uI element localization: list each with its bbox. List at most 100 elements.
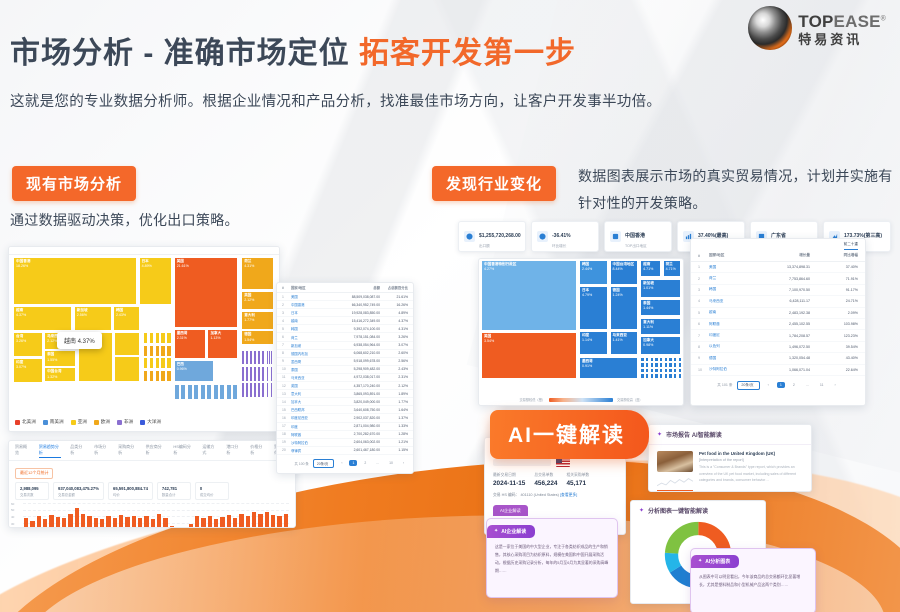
hs-more-link[interactable]: [查看更多] [559, 493, 578, 497]
page-10[interactable]: 10 [389, 461, 393, 466]
treemap-cell[interactable] [173, 383, 180, 401]
table-row[interactable]: 5 韩国 9,392,074,100.00 4.31% [277, 325, 413, 334]
treemap-chart-blue[interactable]: 中国香港特别行政区 4.27% 美国 3.54% 韩国 2.44% 中国台湾地区 8.44% 日… [479, 259, 683, 381]
trend-tab-贸易概览[interactable]: 贸易概览 [15, 444, 27, 455]
treemap-cell-美国[interactable]: 美国 3.54% [481, 332, 577, 379]
treemap-cell[interactable] [142, 344, 149, 357]
treemap-cell-印度[interactable]: 印度 3.07% [13, 357, 43, 384]
cell-country[interactable]: 新加坡 [291, 343, 302, 348]
treemap-cell-泰国[interactable]: 泰国 1.55% [44, 350, 77, 367]
cell-country[interactable]: 印度 [291, 424, 298, 429]
treemap-cell[interactable] [668, 373, 673, 379]
ranking-tab-bar[interactable]: 前二十重 [691, 239, 865, 250]
treemap-cell[interactable] [658, 362, 664, 368]
page-1[interactable]: 1 [349, 460, 358, 467]
bar[interactable] [87, 515, 92, 527]
treemap-cell-印度[interactable]: 印度 1.14% [578, 330, 608, 356]
bar[interactable] [169, 525, 174, 527]
treemap-cell[interactable] [241, 382, 246, 398]
bar[interactable] [264, 511, 269, 527]
bar[interactable] [49, 515, 54, 527]
table-row[interactable]: 16 印度尼西亚 2,902,037,820.00 1.37% [277, 414, 413, 423]
ranking-row[interactable]: 5 越南 2,483,192.38 2.09% [691, 308, 865, 319]
cell-country[interactable]: 马来西亚 [291, 375, 305, 380]
trend-tab-采购商分析[interactable]: 采购商分析 [118, 444, 135, 455]
treemap-cell[interactable] [673, 362, 678, 368]
treemap-cell[interactable] [180, 383, 187, 401]
cell-country[interactable]: 英国 [291, 384, 298, 389]
cell-country[interactable]: 日本 [291, 311, 298, 316]
treemap-cell[interactable] [148, 357, 155, 370]
page-next[interactable]: › [402, 461, 404, 466]
treemap-cell[interactable] [114, 356, 140, 383]
treemap-panel-left[interactable]: 中国香港 18.26% 日本 4.89% 越南 4.37% 新加坡 2.56% 韩国 2.43% 台… [8, 246, 280, 432]
treemap-cell[interactable] [154, 369, 161, 382]
treemap-cell[interactable] [225, 383, 232, 401]
treemap-cell[interactable] [658, 356, 664, 362]
treemap-cell[interactable] [241, 349, 246, 366]
bar[interactable] [55, 517, 60, 527]
treemap-cell[interactable] [166, 344, 173, 357]
rank-page-next[interactable]: › [834, 383, 836, 388]
donut-slice-类别D[interactable] [664, 521, 732, 589]
ranking-row[interactable]: 3 韩国 7,100,970.50 91.17% [691, 285, 865, 297]
treemap-cell[interactable] [269, 366, 274, 382]
bar[interactable] [100, 519, 105, 527]
treemap-cell[interactable] [649, 367, 655, 374]
treemap-cell[interactable] [154, 344, 161, 357]
treemap-cell[interactable] [249, 382, 254, 398]
treemap-cell[interactable] [265, 382, 270, 398]
treemap-cell-荷兰[interactable]: 荷兰 4.71% [662, 260, 681, 278]
treemap-cell[interactable] [269, 382, 274, 398]
treemap-cell[interactable] [212, 383, 219, 401]
cell-country[interactable]: 中国香港 [291, 303, 305, 308]
bar[interactable] [214, 519, 219, 527]
treemap-cell[interactable] [265, 366, 270, 382]
treemap-cell[interactable] [640, 373, 645, 379]
bar[interactable] [252, 512, 257, 527]
bar[interactable] [195, 516, 200, 527]
treemap-legend-item-大洋洲[interactable]: 大洋洲 [140, 419, 161, 425]
bar[interactable] [112, 518, 117, 527]
ranking-row[interactable]: 10 沙特阿拉伯 1,066,071.04 22.64% [691, 365, 865, 376]
treemap-cell[interactable] [142, 331, 149, 345]
bar[interactable] [30, 521, 35, 527]
cell-country[interactable]: 巴西联邦 [291, 408, 305, 413]
treemap-cell-巴西[interactable]: 巴西 0.96% [173, 360, 215, 383]
treemap-cell[interactable] [257, 382, 262, 398]
treemap-cell-中国台湾[interactable]: 中国台湾 1.32% [44, 367, 77, 383]
bar[interactable] [157, 514, 162, 527]
table-row[interactable]: 6 荷兰 7,978,151,084.00 3.26% [277, 333, 413, 342]
treemap-cell-美国[interactable]: 美国 21.61% [173, 257, 239, 329]
treemap-cell[interactable] [261, 382, 266, 398]
ai-card-company[interactable]: ✦ AI企业解读 这是一家位于美国的中大型企业，专注于各类纺织成品的生产和销售，… [486, 518, 618, 598]
treemap-cell[interactable] [673, 367, 678, 374]
treemap-cell[interactable] [160, 344, 167, 357]
treemap-cell[interactable] [654, 373, 659, 379]
donut-slice-类别E[interactable] [664, 521, 732, 589]
bar[interactable] [119, 515, 124, 527]
treemap-cell[interactable] [644, 356, 650, 362]
market-report-ai-panel[interactable]: ✦ 市场报告 AI智能解读 Pet food in the United Kin… [648, 424, 812, 492]
treemap-cell[interactable] [160, 357, 167, 370]
treemap-cell[interactable] [640, 356, 645, 362]
rank-cell-country[interactable]: 荷兰 [709, 276, 717, 281]
treemap-cell-意大利[interactable]: 意大利 1.11% [640, 317, 681, 335]
table-row[interactable]: 7 新加坡 6,938,054,964.00 3.07% [277, 342, 413, 350]
cell-country[interactable]: 阿联酋 [291, 432, 302, 437]
table-row[interactable]: 8 德国内布加 6,068,602,210.00 2.60% [277, 350, 413, 358]
bar[interactable] [68, 513, 73, 527]
ranking-row[interactable]: 6 阿联酋 2,455,102.55 103.98% [691, 319, 865, 331]
treemap-cell[interactable] [649, 362, 655, 368]
trend-filter-chip[interactable]: 最近12个月统计 [15, 467, 54, 479]
cell-country[interactable]: 美国 [291, 295, 298, 300]
cell-country[interactable]: 菲律宾 [291, 448, 302, 453]
cell-country[interactable]: 墨西哥 [291, 359, 302, 364]
rank-cell-country[interactable]: 韩国 [709, 287, 717, 292]
ai-company-tab[interactable]: AI企业解读 [493, 505, 528, 516]
table-row[interactable]: 19 沙特阿拉伯 2,604,063,002.00 1.21% [277, 439, 413, 447]
treemap-cell[interactable] [148, 369, 155, 382]
treemap-cell-加拿大[interactable]: 加拿大 0.98% [640, 335, 681, 356]
treemap-cell[interactable] [166, 331, 173, 345]
bar[interactable] [188, 524, 193, 527]
